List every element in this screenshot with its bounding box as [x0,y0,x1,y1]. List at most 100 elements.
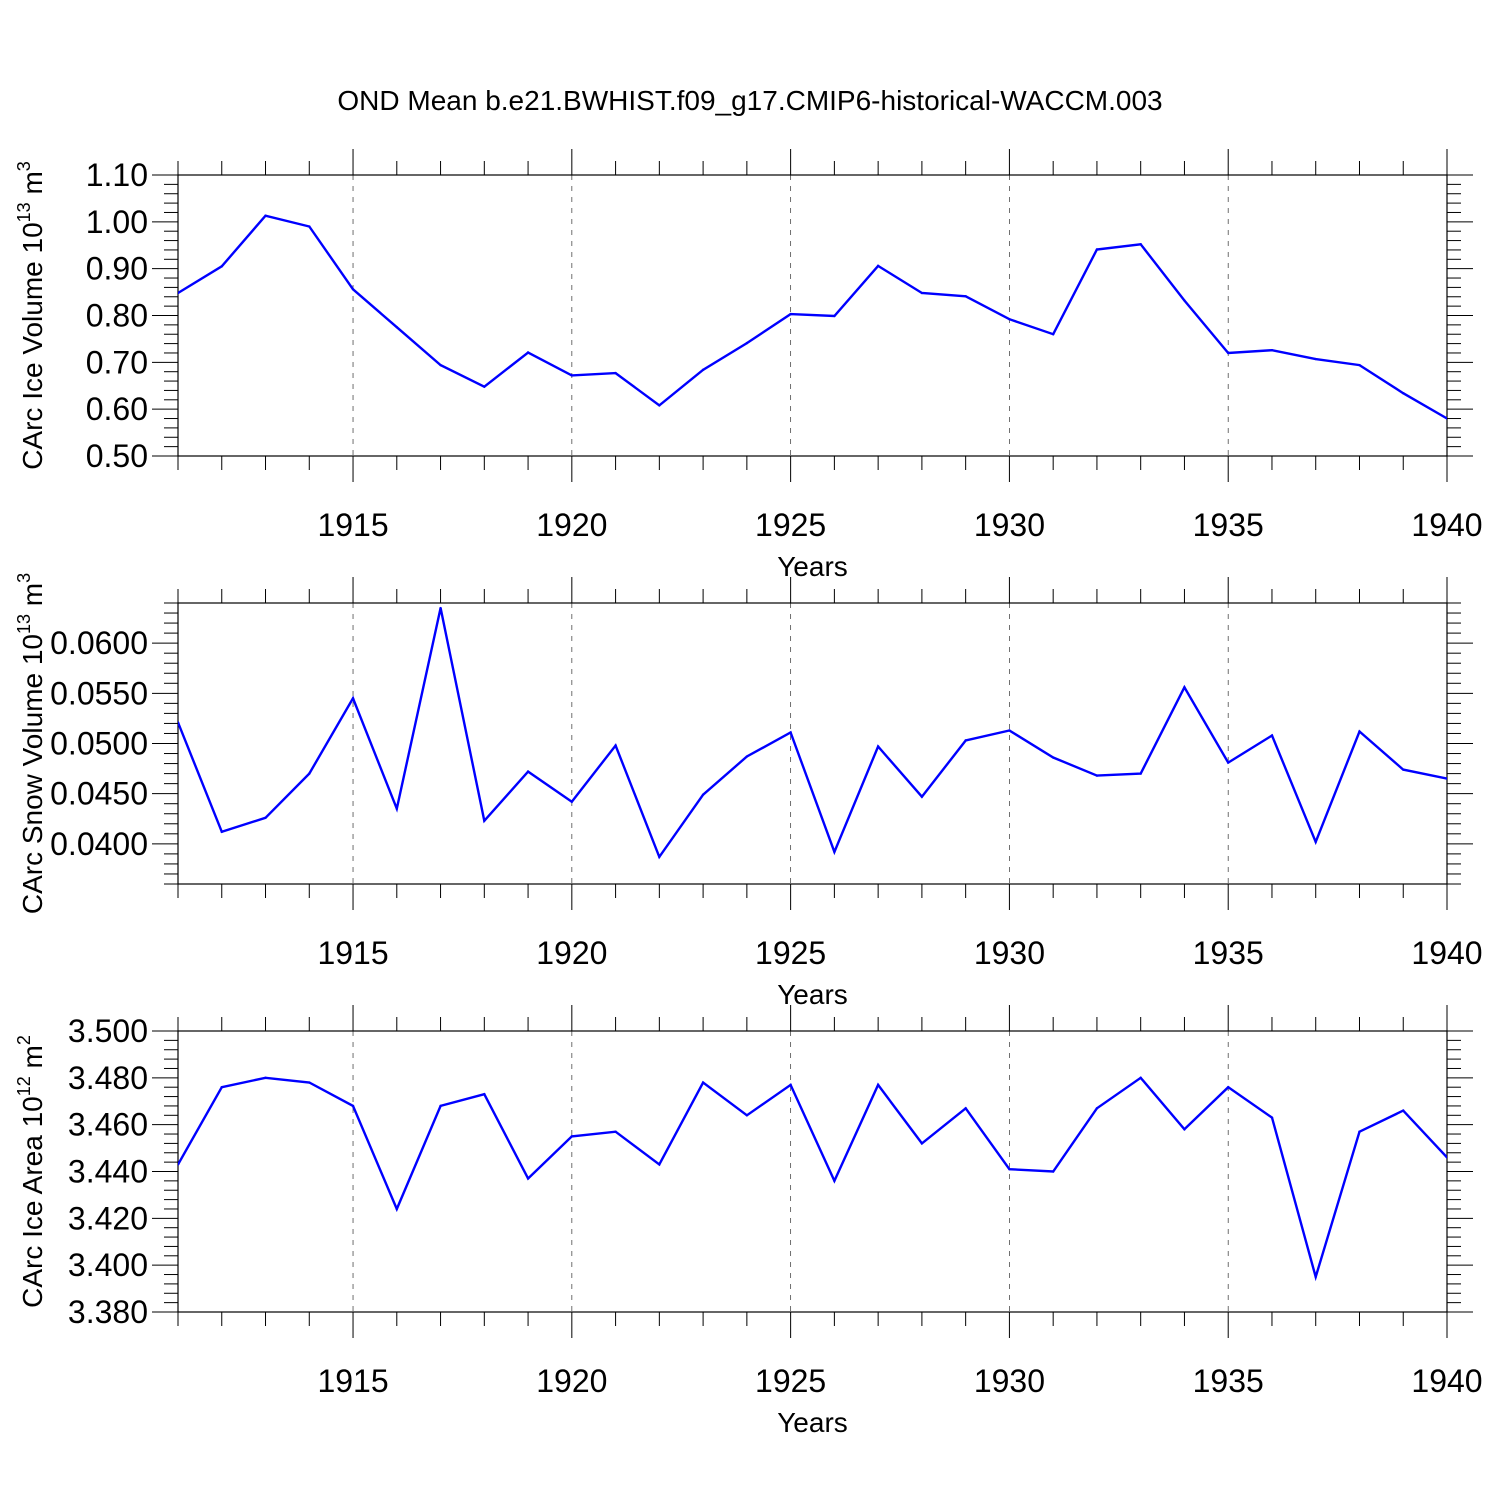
data-point [526,1177,530,1180]
y-axis-title-unit: m [17,1045,48,1076]
series-line [178,214,1447,420]
data-point [1139,243,1142,246]
data-point [1445,777,1447,780]
panel-1: 0.50 0.60 0.70 0.80 0.90 1.00 1.10 1915 1920 1925… [14,149,1483,582]
data-point [1402,1109,1405,1112]
x-tick-label: 1940 [1411,507,1482,543]
data-point [1051,333,1055,336]
data-point [220,1086,223,1089]
y-axis-title-text: CArc Ice Volume 10 [17,222,48,469]
x-tick-label: 1940 [1411,1363,1482,1399]
y-axis-title-unit: m [17,583,48,614]
data-point [1183,1128,1186,1131]
panel-3: 3.380 3.400 3.420 3.440 3.460 3.480 3.500 1915 1… [14,1005,1483,1438]
y-axis-title-text: CArc Snow Volume 10 [17,634,48,914]
panel-2: 0.0400 0.0450 0.0500 0.0550 0.0600 1915 1920 19… [14,573,1483,1010]
data-point [1051,756,1055,759]
data-point [439,363,442,367]
data-point [308,1081,311,1084]
y-axis-title: CArc Snow Volume 1013 m3 [14,573,48,914]
data-point [1095,248,1099,251]
data-point [614,1130,617,1133]
data-point [1051,1170,1055,1173]
x-tick-label: 1920 [536,935,607,971]
y-tick-label: 1.10 [86,157,148,193]
data-point [308,225,311,228]
y-axis-title-unit: m [17,171,48,202]
data-point [614,371,617,375]
data-point [483,385,486,388]
x-axis-title: Years [777,1407,848,1438]
data-point [351,1104,355,1108]
data-point [833,850,836,854]
x-tick-label: 1915 [317,1363,388,1399]
data-point [351,288,355,291]
data-point [876,1083,880,1087]
y-tick-label: 0.50 [86,438,148,474]
y-tick-label: 0.90 [86,251,148,287]
y-axis-title-exponent: 13 [14,614,34,634]
data-point [1139,1076,1142,1080]
data-point [1227,1086,1230,1089]
x-tick-label: 1930 [974,935,1045,971]
x-tick-label: 1925 [755,935,826,971]
data-point [308,772,311,775]
data-point [395,807,398,810]
data-point [264,1076,267,1080]
plot-frame [177,1030,1448,1313]
data-point [789,1083,792,1087]
data-point [220,265,223,268]
x-tick-label: 1920 [536,507,607,543]
data-point [178,291,180,295]
data-point [1358,1130,1361,1133]
data-point [439,1104,442,1108]
data-point [351,697,355,700]
data-point [789,312,792,316]
data-point [526,351,530,354]
data-point [483,819,486,822]
data-point [920,795,924,798]
data-point [264,214,267,217]
series-line [178,1076,1447,1282]
data-point [1008,729,1011,732]
x-tick-label: 1940 [1411,935,1482,971]
x-tick-label: 1915 [317,935,388,971]
x-tick-label: 1935 [1193,935,1264,971]
y-axis-title-unit-exponent: 3 [14,161,34,171]
data-point [1445,1156,1447,1159]
data-point [1314,357,1317,361]
data-point [920,1142,924,1145]
data-point [1227,351,1230,355]
x-axis-title: Years [777,551,848,582]
data-point [1227,761,1230,764]
y-tick-label: 3.420 [68,1200,148,1236]
data-point [1008,1167,1011,1171]
data-point [876,745,880,748]
y-tick-label: 0.70 [86,344,148,380]
y-tick-label: 3.400 [68,1247,148,1283]
x-tick-label: 1930 [974,1363,1045,1399]
data-point [920,291,924,295]
data-point [833,314,836,318]
y-tick-label: 3.500 [68,1013,148,1049]
x-tick-label: 1930 [974,507,1045,543]
y-tick-label: 0.0450 [50,776,148,812]
data-point [526,770,530,773]
data-point [1445,417,1447,420]
x-axis-title: Years [777,979,848,1010]
chart-panels: 0.50 0.60 0.70 0.80 0.90 1.00 1.10 1915 1920 1925… [14,149,1483,1438]
y-axis-title: CArc Ice Area 1012 m2 [14,1035,48,1308]
y-axis-title-unit-exponent: 2 [14,1035,34,1045]
y-tick-label: 0.80 [86,298,148,334]
data-point [178,721,180,724]
x-tick-label: 1925 [755,507,826,543]
x-tick-label: 1925 [755,1363,826,1399]
data-point [964,1107,967,1110]
data-point [1008,318,1011,321]
data-point [220,830,223,834]
data-point [1270,734,1274,737]
data-point [1358,730,1361,733]
data-point [658,855,661,859]
data-point [178,1163,180,1166]
y-tick-label: 3.380 [68,1294,148,1330]
